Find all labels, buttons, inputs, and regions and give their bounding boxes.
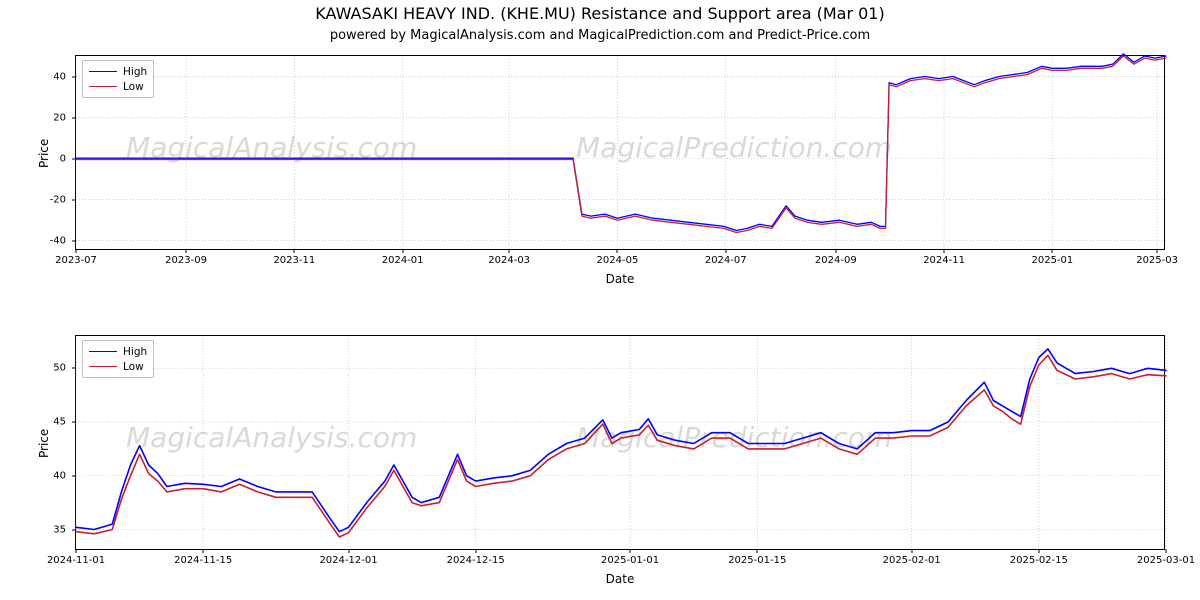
legend: High Low (82, 60, 154, 98)
chart-top-plot (76, 56, 1166, 251)
y-axis-label: Price (37, 138, 51, 167)
legend-label: High (123, 346, 147, 358)
legend-label: High (123, 66, 147, 78)
chart-bottom-panel: MagicalAnalysis.com MagicalPrediction.co… (75, 335, 1165, 550)
legend-line-icon (89, 366, 117, 367)
legend-label: Low (123, 81, 144, 93)
legend: High Low (82, 340, 154, 378)
chart-top-panel: MagicalAnalysis.com MagicalPrediction.co… (75, 55, 1165, 250)
legend-item-low: Low (89, 359, 147, 374)
legend-line-icon (89, 86, 117, 87)
chart-bottom-plot (76, 336, 1166, 551)
page-title: KAWASAKI HEAVY IND. (KHE.MU) Resistance … (0, 4, 1200, 23)
page-subtitle: powered by MagicalAnalysis.com and Magic… (0, 28, 1200, 43)
x-axis-label: Date (75, 272, 1165, 286)
page: KAWASAKI HEAVY IND. (KHE.MU) Resistance … (0, 0, 1200, 600)
legend-item-low: Low (89, 79, 147, 94)
legend-label: Low (123, 361, 144, 373)
y-axis-label: Price (37, 428, 51, 457)
legend-line-icon (89, 351, 117, 352)
legend-line-icon (89, 71, 117, 72)
x-axis-label: Date (75, 572, 1165, 586)
legend-item-high: High (89, 64, 147, 79)
legend-item-high: High (89, 344, 147, 359)
